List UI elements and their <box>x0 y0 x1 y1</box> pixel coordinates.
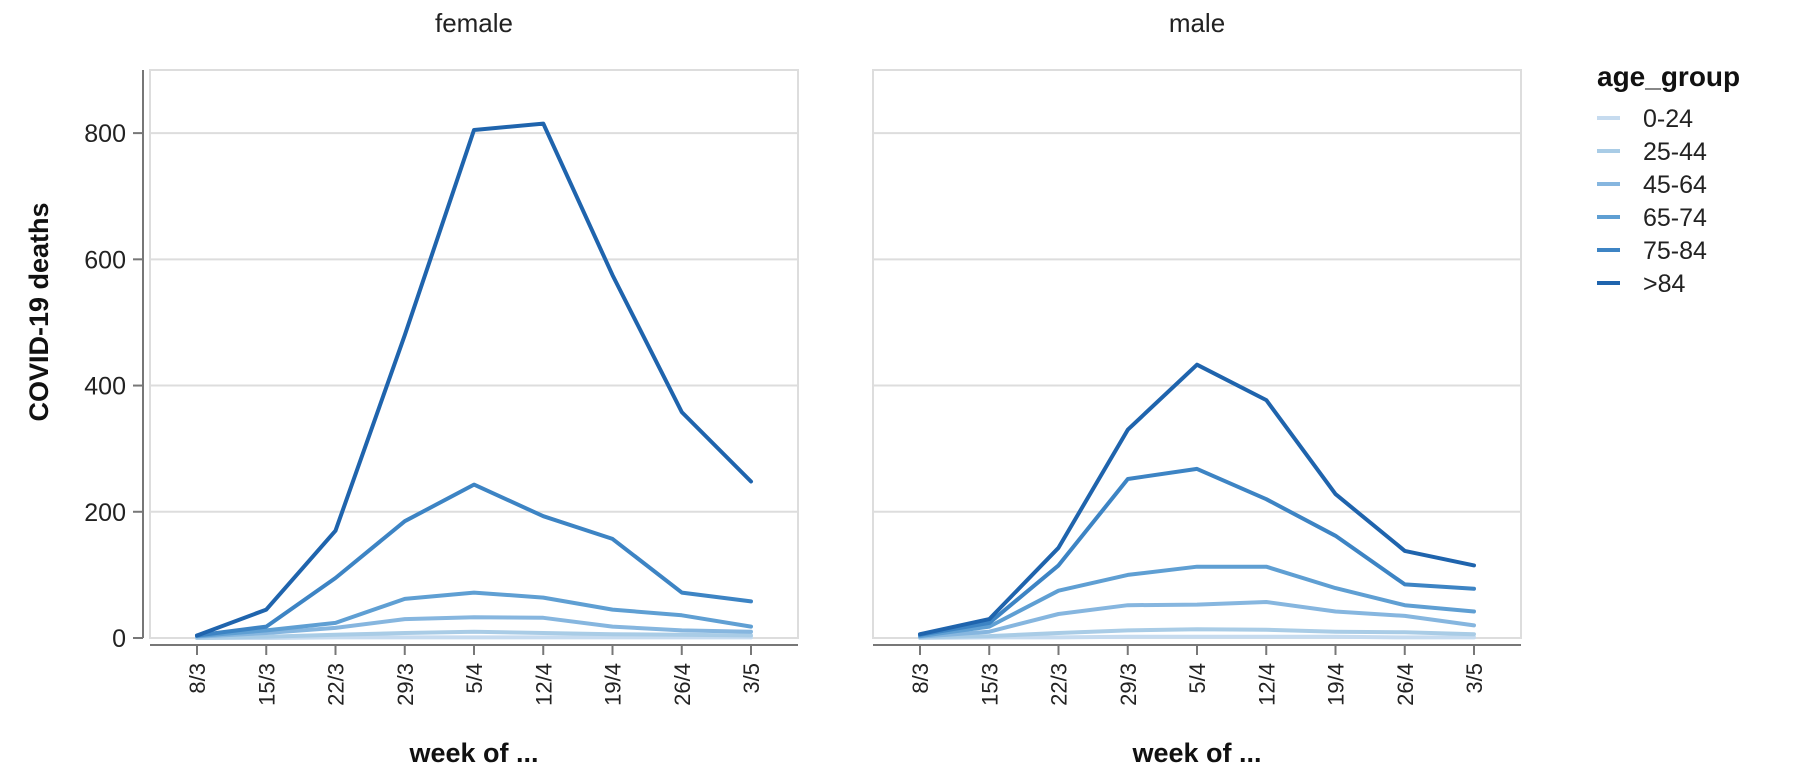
panel-title: female <box>435 8 513 38</box>
legend-item: 25-44 <box>1643 138 1707 166</box>
series-line-0-24 <box>918 634 1476 640</box>
legend: age_group 0-24 25-44 45-64 65-74 75-84 >84 <box>1597 61 1740 298</box>
x-tick-label: 19/4 <box>1324 663 1349 706</box>
panel-title: male <box>1169 8 1225 38</box>
x-tick-label: 5/4 <box>1185 663 1210 694</box>
panels-layer: female 8/3 15/3 22/3 29/3 5/4 12/4 19/4 26/4 3/5 w… <box>84 8 1522 766</box>
legend-item: 0-24 <box>1643 105 1693 133</box>
x-tick-label: 22/3 <box>1047 663 1072 706</box>
series-line-65-74 <box>195 590 753 639</box>
series-line-25-44 <box>918 627 1476 640</box>
series-line->84 <box>918 362 1476 637</box>
x-tick-label: 8/3 <box>185 663 210 694</box>
x-tick-label: 29/3 <box>1116 663 1141 706</box>
x-tick-label: 12/4 <box>531 663 556 706</box>
series-line->84 <box>195 121 753 638</box>
y-axis-title: COVID-19 deaths <box>24 202 54 421</box>
series-line-25-44 <box>195 629 753 640</box>
x-tick-label: 22/3 <box>324 663 349 706</box>
x-tick-label: 12/4 <box>1254 663 1279 706</box>
y-tick-label: 800 <box>84 120 126 148</box>
y-tick-label: 0 <box>112 625 126 653</box>
legend-item: 45-64 <box>1643 171 1707 199</box>
series-line-75-84 <box>918 466 1476 637</box>
plot-frame <box>872 69 1522 639</box>
x-tick-label: 15/3 <box>977 663 1002 706</box>
x-tick-label: 3/5 <box>739 663 764 694</box>
x-tick-label: 19/4 <box>601 663 626 706</box>
y-tick-label: 600 <box>84 246 126 274</box>
panel-1: male 8/3 15/3 22/3 29/3 5/4 12/4 19/4 26/4 3/5 wee… <box>872 8 1522 766</box>
x-tick-label: 26/4 <box>1393 663 1418 706</box>
series-line-75-84 <box>195 482 753 638</box>
x-axis-title: week of ... <box>408 738 538 766</box>
series-line-65-74 <box>918 564 1476 639</box>
panel-0: female 8/3 15/3 22/3 29/3 5/4 12/4 19/4 26/4 3/5 w… <box>84 8 799 766</box>
legend-title: age_group <box>1597 61 1740 92</box>
x-tick-label: 5/4 <box>462 663 487 694</box>
x-tick-label: 29/3 <box>393 663 418 706</box>
x-tick-label: 8/3 <box>908 663 933 694</box>
series-line-45-64 <box>195 615 753 639</box>
legend-item: 75-84 <box>1643 237 1707 265</box>
x-axis-title: week of ... <box>1131 738 1261 766</box>
plot-frame <box>149 69 799 639</box>
y-tick-label: 200 <box>84 499 126 527</box>
legend-item: 65-74 <box>1643 204 1707 232</box>
series-line-45-64 <box>918 600 1476 639</box>
x-tick-label: 15/3 <box>254 663 279 706</box>
legend-item: >84 <box>1643 270 1686 298</box>
x-tick-label: 3/5 <box>1462 663 1487 694</box>
x-tick-label: 26/4 <box>670 663 695 706</box>
y-tick-label: 400 <box>84 373 126 401</box>
